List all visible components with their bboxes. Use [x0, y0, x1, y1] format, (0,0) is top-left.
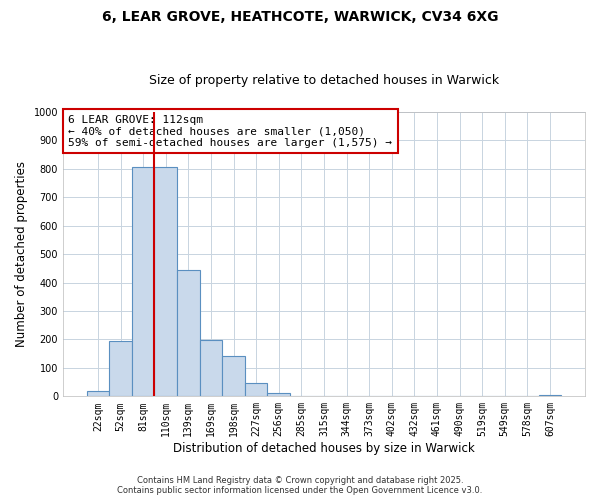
Bar [109, 341, 132, 396]
Bar [86, 390, 109, 396]
Bar [222, 356, 245, 397]
Y-axis label: Number of detached properties: Number of detached properties [15, 161, 28, 347]
Bar [154, 168, 177, 396]
Bar [539, 395, 561, 396]
Title: Size of property relative to detached houses in Warwick: Size of property relative to detached ho… [149, 74, 499, 87]
X-axis label: Distribution of detached houses by size in Warwick: Distribution of detached houses by size … [173, 442, 475, 455]
Bar [245, 382, 268, 396]
Bar [177, 270, 200, 396]
Text: 6 LEAR GROVE: 112sqm
← 40% of detached houses are smaller (1,050)
59% of semi-de: 6 LEAR GROVE: 112sqm ← 40% of detached h… [68, 114, 392, 148]
Text: Contains HM Land Registry data © Crown copyright and database right 2025.
Contai: Contains HM Land Registry data © Crown c… [118, 476, 482, 495]
Bar [268, 393, 290, 396]
Bar [200, 340, 222, 396]
Text: 6, LEAR GROVE, HEATHCOTE, WARWICK, CV34 6XG: 6, LEAR GROVE, HEATHCOTE, WARWICK, CV34 … [102, 10, 498, 24]
Bar [132, 168, 154, 396]
